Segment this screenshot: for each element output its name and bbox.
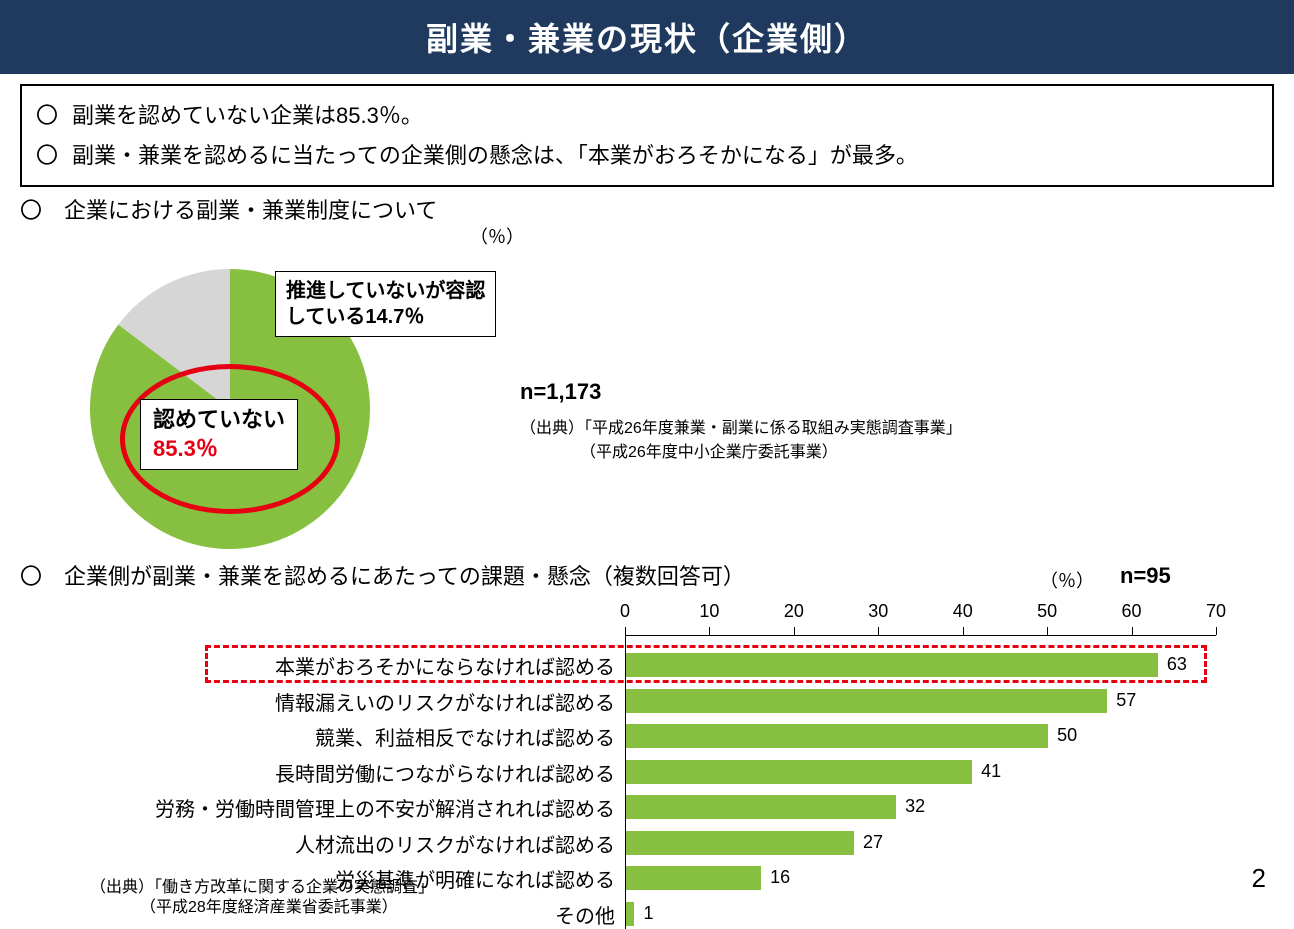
summary-line-1: 副業を認めていない企業は85.3％。 — [72, 96, 423, 136]
bar-label: 情報漏えいのリスクがなければ認める — [275, 687, 615, 716]
pie-pct-label: （％） — [470, 223, 524, 249]
pie-callout-1-line1: 推進していないが容認 — [286, 280, 485, 302]
bar-n-label: n=95 — [1120, 563, 1171, 589]
axis-tick-label: 0 — [620, 601, 630, 622]
axis-tick-label: 50 — [1037, 601, 1057, 622]
axis-tick-label: 20 — [784, 601, 804, 622]
bar-value: 32 — [905, 796, 925, 817]
bar-label: 労務・労働時間管理上の不安が解消されれば認める — [155, 793, 615, 822]
summary-line-2: 副業・兼業を認めるに当たっての企業側の懸念は、「本業がおろそかになる」が最多。 — [72, 136, 918, 176]
highlight-box — [205, 645, 1207, 683]
pie-row: （％） 推進していないが容認 している14.7％ 認めていない 85.3％ n=… — [0, 229, 1294, 559]
bullet-icon: 〇 — [36, 136, 58, 176]
axis-tick-label: 10 — [699, 601, 719, 622]
axis-tick — [963, 627, 964, 635]
axis-tick — [878, 627, 879, 635]
axis-tick — [709, 627, 710, 635]
bar — [626, 831, 854, 855]
bar — [626, 866, 761, 890]
pie-callout-1-line2: している14.7％ — [286, 306, 424, 328]
page-title: 副業・兼業の現状（企業側） — [0, 0, 1294, 74]
bar — [626, 902, 634, 926]
bar-label: 人材流出のリスクがなければ認める — [295, 829, 615, 858]
pie-source-2: （平成26年度中小企業庁委託事業） — [580, 441, 962, 465]
bar-label: 長時間労働につながらなければ認める — [275, 758, 615, 787]
axis-tick-label: 40 — [953, 601, 973, 622]
pie-callout-1: 推進していないが容認 している14.7％ — [275, 271, 496, 337]
summary-box: 〇 副業を認めていない企業は85.3％。 〇 副業・兼業を認めるに当たっての企業… — [20, 84, 1274, 187]
bar-value: 57 — [1116, 690, 1136, 711]
page-number: 2 — [1252, 863, 1266, 894]
bar-value: 27 — [863, 832, 883, 853]
pie-heading: 〇 企業における副業・兼業制度について — [20, 193, 1274, 225]
bar-value: 16 — [770, 867, 790, 888]
axis-tick — [1132, 627, 1133, 635]
bar-pct-label: （％） — [1040, 567, 1094, 593]
x-axis — [625, 635, 1216, 636]
bar-source-2: （平成28年度経済産業省委託事業） — [140, 897, 398, 919]
axis-tick — [625, 627, 626, 635]
axis-tick — [1216, 627, 1217, 635]
bar-chart: （％） n=95 010203040506070本業がおろそかにならなければ認め… — [30, 597, 1264, 917]
bar-label: その他 — [555, 900, 615, 929]
axis-tick — [794, 627, 795, 635]
pie-chart: （％） 推進していないが容認 している14.7％ 認めていない 85.3％ — [80, 229, 510, 559]
bar — [626, 724, 1048, 748]
pie-right: n=1,173 （出典）「平成26年度兼業・副業に係る取組み実態調査事業」 （平… — [520, 379, 962, 465]
axis-tick-label: 60 — [1122, 601, 1142, 622]
bar-label: 競業、利益相反でなければ認める — [315, 722, 615, 751]
bar — [626, 795, 896, 819]
bullet-icon: 〇 — [36, 96, 58, 136]
bar-value: 50 — [1057, 725, 1077, 746]
bar-value: 1 — [643, 903, 653, 924]
pie-callout-2: 認めていない 85.3％ — [140, 399, 298, 470]
pie-n-label: n=1,173 — [520, 379, 962, 405]
pie-callout-2-value: 85.3％ — [153, 436, 218, 461]
bar — [626, 689, 1107, 713]
pie-callout-2-line1: 認めていない — [153, 407, 285, 432]
bar-value: 41 — [981, 761, 1001, 782]
pie-source-1: （出典）「平成26年度兼業・副業に係る取組み実態調査事業」 — [520, 417, 962, 441]
axis-tick — [1047, 627, 1048, 635]
axis-tick-label: 30 — [868, 601, 888, 622]
bar — [626, 760, 972, 784]
axis-tick-label: 70 — [1206, 601, 1226, 622]
